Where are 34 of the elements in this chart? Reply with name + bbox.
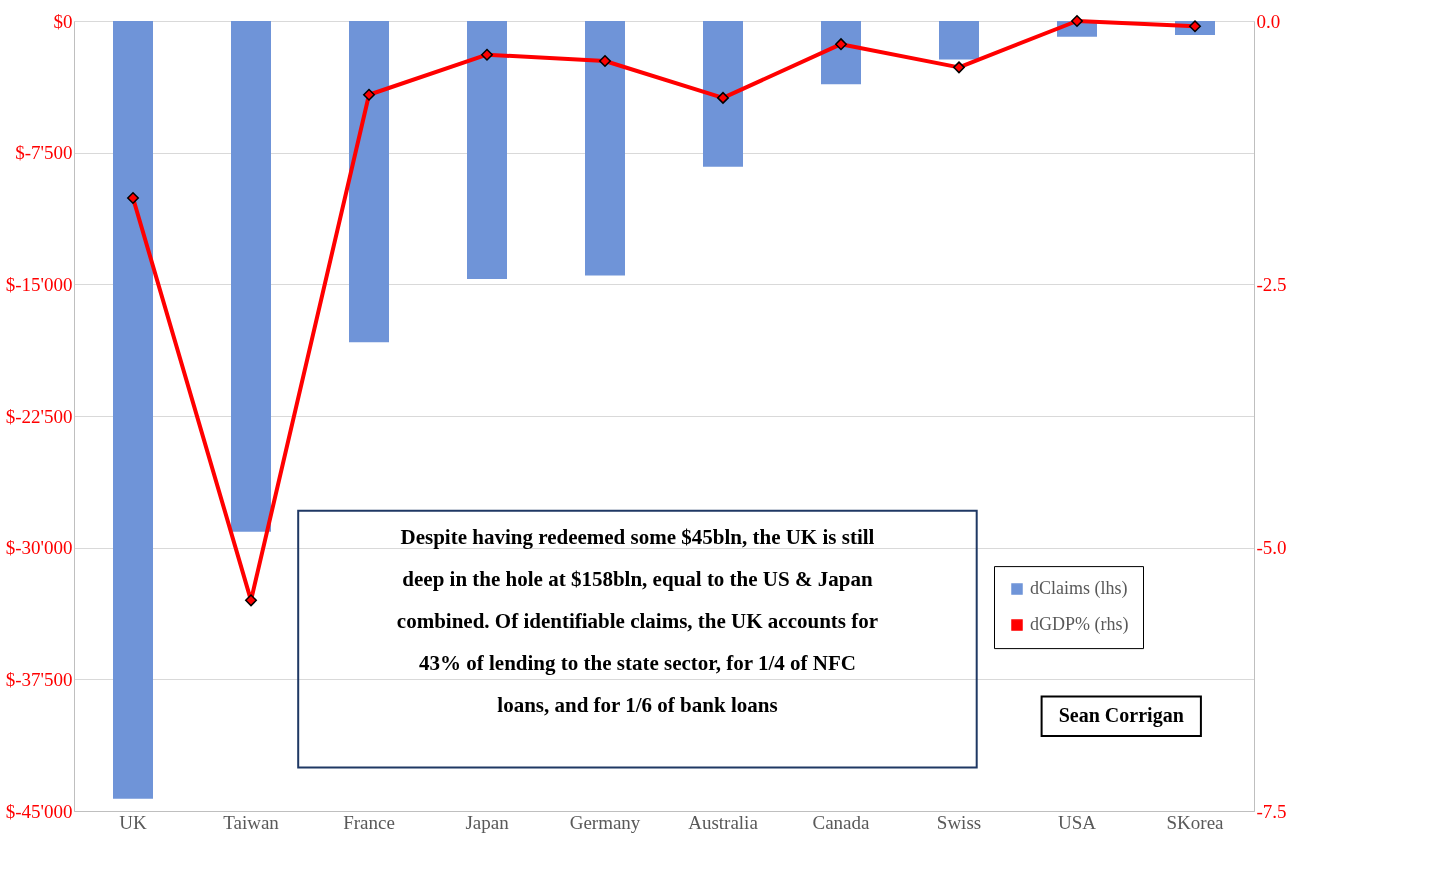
- y-tick-label: $-45'000: [5, 800, 73, 822]
- point: [599, 55, 611, 68]
- x-tick-label: Australia: [688, 811, 759, 833]
- annotation: Sean Corrigan: [1058, 704, 1184, 728]
- y-tick-label: $0: [53, 10, 73, 32]
- y-tick-label: $-7'500: [15, 142, 73, 164]
- y-tick-label: $-37'500: [5, 668, 73, 690]
- point: [835, 38, 847, 51]
- y-tick-label: $-15'000: [5, 273, 73, 295]
- x-tick-label: Taiwan: [223, 811, 280, 833]
- point: [363, 88, 375, 101]
- y2-tick-label: -2.5: [1256, 273, 1287, 295]
- y-tick-label: $-30'000: [5, 537, 73, 559]
- x-tick-label: France: [343, 811, 395, 833]
- point: [717, 91, 729, 104]
- annotation: Despite having redeemed some $45bln, the UK is still deep in the hole at $158bln, equal to the US & Japan combined. Of identifiable claims, the UK accounts for 43% of lending to the state sector, for 1/4 of NFC loans, and for 1/6 of bank loans: [396, 524, 879, 717]
- y2-tick-label: 0.0: [1256, 10, 1281, 32]
- point: [127, 191, 139, 204]
- point: [953, 61, 965, 74]
- x-tick-label: Japan: [465, 811, 510, 833]
- point: [245, 594, 257, 607]
- x-tick-label: SKorea: [1166, 811, 1225, 833]
- point: [1071, 15, 1083, 27]
- x-tick-label: Germany: [569, 811, 641, 833]
- y-tick-label: $-22'500: [5, 405, 73, 427]
- y2-tick-label: -5.0: [1256, 537, 1287, 559]
- x-tick-label: UK: [119, 811, 147, 833]
- y2-tick-label: -7.5: [1256, 800, 1287, 822]
- x-tick-label: Swiss: [936, 811, 982, 833]
- legend-label: dClaims (lhs): [1030, 578, 1128, 600]
- legend-label: dGDP% (rhs): [1030, 614, 1129, 636]
- x-tick-label: USA: [1057, 811, 1097, 833]
- x-tick-label: Canada: [812, 811, 871, 833]
- point: [481, 48, 493, 61]
